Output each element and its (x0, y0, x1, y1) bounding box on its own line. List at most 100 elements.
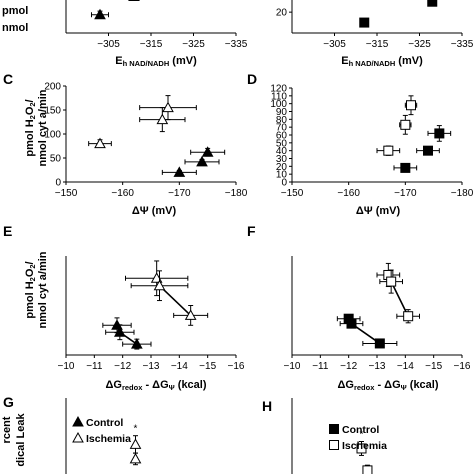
panel-c-ytick-label-0: 0 (55, 178, 61, 189)
panel-f-plot: −10 −11 −12 −13 −14 −15 −16 (284, 256, 471, 372)
panel-f: F −10 −11 −12 −13 −14 −15 −16 ΔGredox - ΔGΨ (k… (247, 223, 471, 392)
panel-c-series-1-point-1 (156, 113, 169, 125)
panel-b-series-0-point-1 (427, 0, 438, 7)
panel-e-xtick-label-4: −14 (171, 361, 188, 372)
panel-d-series-1-point-1 (400, 119, 411, 130)
panel-a-xtick-label-0: −305 (97, 39, 120, 50)
panel-b-ytick-label-0: 20 (276, 8, 288, 19)
panel-d-ytick-label-1: 10 (276, 170, 288, 181)
panel-d-ytick-label-6: 60 (276, 131, 288, 142)
panel-c-ytick-label-1: 50 (50, 154, 62, 165)
panel-e-xtick-label-2: −12 (114, 361, 131, 372)
panel-c-series-1-point-0 (94, 137, 106, 149)
panel-b-xlabel-sub: h NAD/NADH (349, 59, 396, 68)
panel-c-ytick-label-4: 200 (44, 82, 61, 93)
panel-f-xlabel: ΔGredox - ΔGΨ (kcal) (337, 379, 438, 392)
panel-h: H Control Ischemia* (262, 398, 387, 474)
panel-d-ytick-label-3: 30 (276, 154, 288, 165)
panel-g-plot: Control Ischemia* (65, 398, 142, 474)
panel-a-series-0-point-1 (128, 0, 140, 1)
panel-f-series-0-point-2 (374, 338, 385, 349)
panel-c-ylabel: pmol H2O2/ (24, 99, 37, 156)
panel-a-xtick-label-2: −325 (182, 39, 205, 50)
panel-e-xtick-label-1: −11 (86, 361, 103, 372)
panel-f-series-1-point-2 (403, 311, 414, 322)
panel-g-series-0-point-0 (129, 438, 142, 449)
panel-d-plot: −150 −160 −170 −180 010203040506070809010011… (270, 84, 473, 200)
panel-d-ytick-label-12: 120 (270, 84, 287, 95)
panel-e-ylabel-line2: nmol cyt a/min (37, 251, 49, 328)
panel-c-series-1-point-2 (162, 101, 174, 113)
panel-f-xtick-label-6: −16 (454, 361, 471, 372)
panel-e: E pmol H2O2/ nmol cyt a/min −10 −11 −12 −13… (3, 223, 245, 392)
panel-c-series-0-point-2 (201, 146, 214, 157)
panel-h-legend-label-0: Control (342, 424, 379, 436)
panel-d-xtick-label-0: −150 (281, 188, 304, 199)
panel-e-letter: E (3, 223, 12, 239)
panel-e-series-0-point-2 (130, 338, 143, 349)
panel-h-series-0-point-0 (356, 443, 367, 454)
panel-d-series-0-point-2 (434, 128, 445, 139)
panel-g-legend-label-0: Control (86, 417, 123, 429)
panel-e-series-0-point-1 (113, 326, 126, 337)
panel-b-xtick-label-2: −325 (408, 39, 431, 50)
panel-d-ytick-label-8: 80 (276, 115, 288, 126)
panel-c: C pmol H2O2/ nmol cyt a/min −150 −160 −170… (3, 71, 248, 217)
panel-e-ylabel: pmol H2O2/ (24, 261, 37, 318)
panel-d-series-0-point-0 (400, 162, 411, 173)
panel-c-ytick-label-2: 100 (44, 130, 61, 141)
panel-f-xtick-label-5: −15 (425, 361, 442, 372)
panel-a: pmol nmol −305 −315 −325 −335 Eh NAD/NADH (… (2, 0, 248, 68)
panel-d-ytick-label-5: 50 (276, 138, 288, 149)
panel-e-xtick-label-5: −15 (199, 361, 216, 372)
panel-e-xtick-label-0: −10 (58, 361, 75, 372)
panel-h-annotation-0: * (360, 430, 364, 441)
panel-c-ytick-label-3: 150 (44, 106, 61, 117)
panel-d-series-1-point-0 (383, 145, 394, 156)
panel-g-ylabel-line2: dical Leak (15, 413, 27, 467)
panel-h-legend-label-1: Ischemia (342, 440, 387, 452)
panel-h-legend-marker-0 (329, 424, 339, 434)
panel-g-ylabel-line1: rcent (1, 416, 13, 443)
panel-e-xtick-label-6: −16 (228, 361, 245, 372)
panel-a-xlabel-sub: h NAD/NADH (123, 59, 170, 68)
panel-f-series-1-point-1 (386, 276, 397, 287)
panel-a-xtick-label-1: −315 (140, 39, 163, 50)
panel-e-xlabel: ΔGredox - ΔGΨ (kcal) (105, 379, 206, 392)
panel-e-plot: −10 −11 −12 −13 −14 −15 −16 (58, 256, 245, 372)
panel-a-ylabel-line2: nmol (2, 22, 28, 34)
panel-b: −305 −315 −325 −335 20 Eh NAD/NADH (mV) (276, 0, 474, 68)
panel-h-legend-marker-1 (329, 440, 339, 450)
panel-d-ytick-label-7: 70 (276, 123, 288, 134)
panel-g-series-0-point-1 (129, 452, 142, 464)
panel-f-xtick-label-1: −11 (312, 361, 329, 372)
panel-g-legend-marker-0 (72, 415, 84, 427)
panel-c-xtick-label-3: −180 (225, 188, 248, 199)
panel-f-xtick-label-4: −14 (397, 361, 414, 372)
panel-d-series-1-point-2 (406, 100, 416, 111)
panel-g-annotation-0: * (134, 424, 138, 435)
panel-c-ylabel-line2: nmol cyt a/min (37, 89, 49, 166)
panel-d-xtick-label-3: −180 (451, 188, 474, 199)
panel-h-series-0-point-1 (362, 465, 373, 474)
panel-f-series-0-point-1 (346, 318, 357, 329)
panel-e-xtick-label-3: −13 (143, 361, 160, 372)
panel-d-xlabel: ΔΨ (mV) (356, 205, 401, 217)
panel-a-xtick-label-3: −335 (225, 39, 248, 50)
panel-h-letter: H (262, 398, 272, 414)
panel-d-xtick-label-1: −160 (337, 188, 360, 199)
panel-b-xtick-label-0: −305 (323, 39, 346, 50)
panel-f-xtick-label-2: −12 (340, 361, 357, 372)
panel-c-xtick-label-1: −160 (111, 188, 134, 199)
panel-d-ytick-label-10: 100 (270, 99, 287, 110)
panel-d-ytick-label-4: 40 (276, 146, 288, 157)
panel-a-plot: −305 −315 −325 −335 (65, 0, 248, 50)
panel-e-series-1-point-2 (184, 309, 197, 320)
panel-d-series-0-point-1 (423, 145, 433, 156)
panel-c-xlabel: ΔΨ (mV) (132, 205, 177, 217)
panel-f-xtick-label-0: −10 (284, 361, 301, 372)
panel-g-letter: G (3, 394, 14, 410)
panel-f-letter: F (247, 223, 256, 239)
panel-d-ytick-label-9: 90 (276, 107, 288, 118)
